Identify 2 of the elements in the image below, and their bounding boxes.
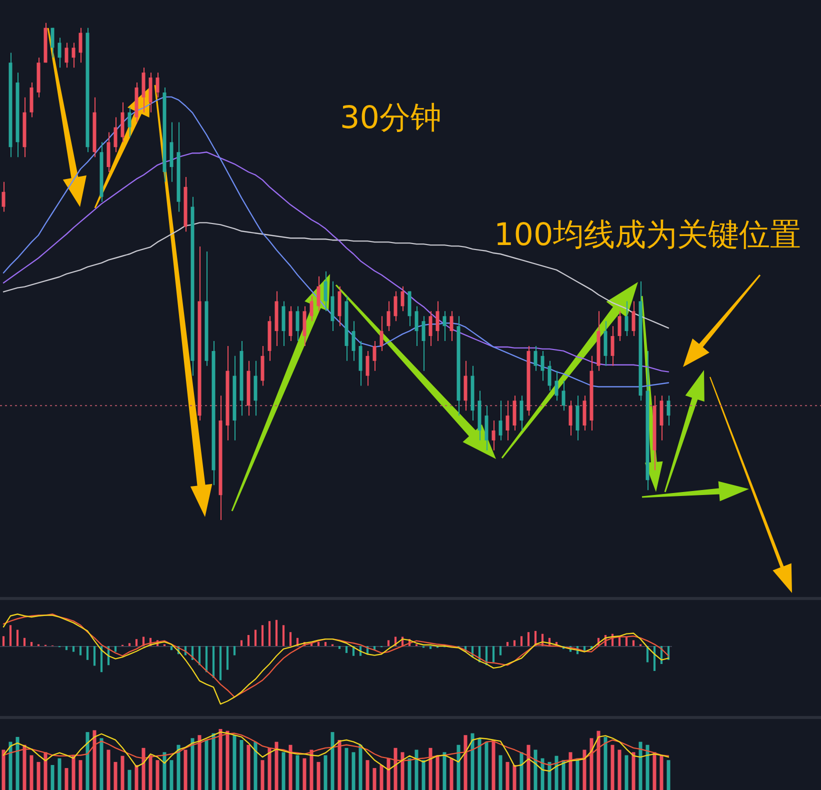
annotation: 100均线成为关键位置 xyxy=(494,217,802,253)
annotation: 30分钟 xyxy=(340,100,442,136)
